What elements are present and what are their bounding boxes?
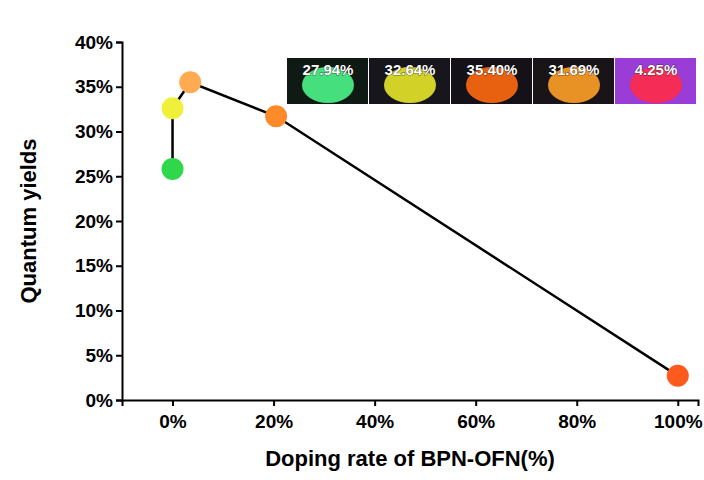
y-tick-mark <box>116 176 122 178</box>
x-tick-mark <box>273 400 275 406</box>
y-tick: 5% <box>86 345 122 366</box>
plot: 0% 20% 40% 60% 80% 100% 0% 5% 10% 15% 20% 25% 30% 35%… <box>75 32 703 432</box>
y-tick-label: 15% <box>75 255 113 276</box>
annotation: 31.69% <box>549 61 600 78</box>
y-tick-mark <box>116 400 122 402</box>
y-tick: 40% <box>75 32 122 53</box>
annotation: 27.94% <box>303 61 354 78</box>
y-tick-label: 25% <box>75 166 113 187</box>
data-point <box>162 158 184 180</box>
inset-photo: 31.69% <box>533 58 614 104</box>
y-tick: 10% <box>75 300 122 321</box>
y-tick-mark <box>116 355 122 357</box>
x-tick: 20% <box>255 400 293 432</box>
y-tick-label: 30% <box>75 121 113 142</box>
inset-photo: 32.64% <box>369 58 450 104</box>
y-tick: 25% <box>75 166 122 187</box>
photo-background <box>369 58 450 104</box>
y-tick: 30% <box>75 121 122 142</box>
data-line <box>173 82 678 376</box>
x-tick-label: 100% <box>654 411 703 432</box>
y-axis-line <box>116 43 123 401</box>
x-axis: 0% 20% 40% 60% 80% 100% <box>123 400 703 432</box>
y-tick-label: 40% <box>75 32 113 53</box>
x-tick: 80% <box>558 400 596 432</box>
x-tick: 0% <box>159 400 187 432</box>
photo-background <box>615 58 696 104</box>
x-tick-mark <box>172 400 174 406</box>
y-tick-label: 35% <box>75 76 113 97</box>
y-tick-mark <box>116 86 122 88</box>
x-tick-label: 40% <box>356 411 394 432</box>
x-tick: 40% <box>356 400 394 432</box>
inset-photo: 35.40% <box>451 58 532 104</box>
y-tick-mark <box>116 221 122 223</box>
x-tick-mark <box>677 400 679 406</box>
x-axis-title: Doping rate of BPN-OFN(%) <box>265 446 555 471</box>
y-tick: 15% <box>75 255 122 276</box>
y-tick: 35% <box>75 76 122 97</box>
y-axis: 0% 5% 10% 15% 20% 25% 30% 35% 40% <box>75 32 123 411</box>
photo-background <box>287 58 368 104</box>
y-tick-mark <box>116 310 122 312</box>
data-point <box>162 97 184 119</box>
x-tick-label: 80% <box>558 411 596 432</box>
y-tick-label: 0% <box>86 390 114 411</box>
y-tick-mark <box>116 42 122 44</box>
annotation: 4.25% <box>635 61 678 78</box>
y-tick: 20% <box>75 211 122 232</box>
annotation: 35.40% <box>467 61 518 78</box>
x-tick: 60% <box>457 400 495 432</box>
y-tick-label: 20% <box>75 211 113 232</box>
x-tick-mark <box>576 400 578 406</box>
photo-background <box>451 58 532 104</box>
y-tick-label: 10% <box>75 300 113 321</box>
annotation: 32.64% <box>385 61 436 78</box>
photo-background <box>533 58 614 104</box>
y-tick-mark <box>116 131 122 133</box>
y-axis-title: Quantum yields <box>16 138 41 303</box>
inset-photo: 27.94% <box>287 58 368 104</box>
chart: 0% 20% 40% 60% 80% 100% 0% 5% 10% 15% 20% 25% 30% 35%… <box>0 0 704 480</box>
y-tick-label: 5% <box>86 345 114 366</box>
data-point <box>265 105 287 127</box>
y-tick-mark <box>116 265 122 267</box>
inset-photos: 27.94% 32.64% 35.40% 31.69% 4.25% <box>287 58 696 104</box>
x-tick: 100% <box>654 400 703 432</box>
x-tick-mark <box>374 400 376 406</box>
data-point <box>179 71 201 93</box>
x-tick-label: 0% <box>159 411 187 432</box>
x-axis-line <box>123 401 699 407</box>
x-tick-label: 20% <box>255 411 293 432</box>
x-tick-mark <box>475 400 477 406</box>
data-point <box>667 365 689 387</box>
x-tick-label: 60% <box>457 411 495 432</box>
y-tick: 0% <box>86 390 122 411</box>
marks <box>162 71 689 387</box>
inset-photo: 4.25% <box>615 58 696 104</box>
